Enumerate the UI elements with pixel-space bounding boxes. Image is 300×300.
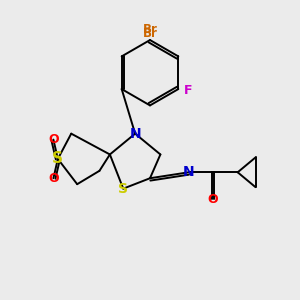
Text: N: N	[183, 165, 194, 179]
Text: O: O	[48, 133, 59, 146]
Text: O: O	[207, 193, 218, 206]
Text: S: S	[118, 182, 128, 196]
Text: O: O	[48, 172, 59, 185]
Text: Br: Br	[142, 27, 158, 40]
Text: N: N	[129, 127, 141, 141]
Text: Br: Br	[142, 23, 158, 37]
Text: S: S	[52, 152, 63, 166]
Text: F: F	[184, 84, 192, 97]
